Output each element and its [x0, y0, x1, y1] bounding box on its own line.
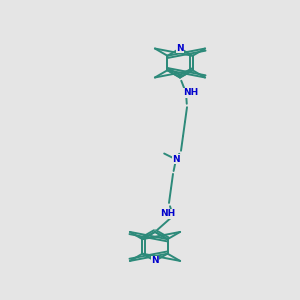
- Text: N: N: [176, 44, 184, 53]
- Text: NH: NH: [183, 88, 199, 97]
- Text: N: N: [151, 256, 159, 266]
- Text: N: N: [172, 155, 180, 164]
- Text: NH: NH: [160, 209, 175, 218]
